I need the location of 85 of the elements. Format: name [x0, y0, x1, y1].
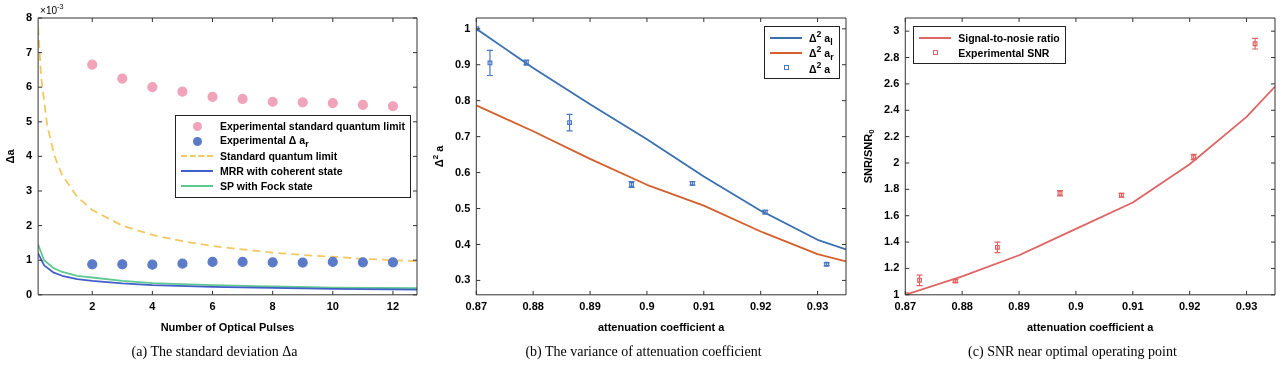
point	[207, 91, 218, 102]
legend-label: Δ$^{2}$ a	[809, 60, 831, 75]
y-tick-label: 0.3	[454, 273, 471, 286]
x-tick-label: 0.93	[806, 300, 829, 313]
y-tick-label: 2	[893, 156, 900, 169]
x-tick-label: 2	[89, 300, 96, 313]
legend-label: Experimental standard quantum limit	[220, 120, 405, 133]
x-tick-label: 0.9	[639, 300, 655, 313]
y-axis-title: Δa	[4, 148, 17, 164]
point	[87, 59, 98, 70]
legend-label: MRR with coherent state	[220, 165, 343, 178]
y-tick-label: 0	[25, 287, 33, 300]
y-tick-label: 0.5	[454, 201, 471, 214]
x-axis-title: Number of Optical Pulses	[160, 321, 295, 334]
y-tick-label: 2	[25, 218, 33, 231]
point	[237, 256, 248, 268]
text: (b) The variance of attenuation coefficient	[524, 344, 763, 360]
point	[177, 258, 188, 269]
x-tick-label: 0.89	[1008, 300, 1030, 313]
point	[177, 86, 188, 97]
point	[87, 259, 98, 270]
text: (a) The standard deviation Δa	[130, 344, 299, 360]
x-tick-label: 0.91	[693, 300, 715, 313]
y-tick-label: 3	[25, 184, 33, 197]
point	[117, 73, 128, 84]
y-tick-label: 6	[25, 80, 33, 93]
y-tick-label: 1	[464, 21, 471, 34]
x-tick-label: 0.88	[951, 300, 973, 313]
point	[117, 259, 128, 270]
point	[297, 257, 308, 268]
y-tick-label: 4	[25, 149, 33, 162]
x-tick-label: 0.87	[894, 300, 916, 313]
point	[297, 97, 308, 108]
x-tick-label: 10	[326, 300, 339, 313]
point	[357, 257, 368, 268]
y-tick-label: 2.8	[883, 50, 900, 63]
legend-label: Standard quantum limit	[220, 150, 338, 163]
x-tick-label: 6	[209, 300, 216, 313]
point	[327, 98, 338, 109]
y-tick-label: 0.4	[454, 237, 472, 250]
legend-label: Experimental SNR	[958, 46, 1050, 59]
x-tick-label: 0.9	[1068, 300, 1084, 313]
legend-label: SP with Fock state	[220, 180, 313, 193]
point	[267, 257, 278, 268]
y-tick-label: 1.4	[883, 235, 901, 248]
point	[147, 82, 158, 93]
point	[207, 256, 218, 268]
y-tick-label: 1.8	[883, 182, 900, 195]
y-tick-label: 7	[25, 45, 33, 58]
point	[327, 256, 338, 268]
x-tick-label: 4	[149, 300, 157, 313]
y-tick-label: 3	[893, 24, 900, 37]
y-tick-label: 1	[893, 287, 900, 300]
x-tick-label: 0.91	[1122, 300, 1144, 313]
x-tick-label: 0.92	[749, 300, 772, 313]
y-tick-label: 8	[25, 11, 33, 24]
text: (c) SNR near optimal operating point	[967, 344, 1178, 360]
point	[267, 96, 278, 107]
x-tick-label: 0.92	[1178, 300, 1201, 313]
x-tick-label: 0.93	[1235, 300, 1258, 313]
legend-label: Signal-to-nosie ratio	[958, 31, 1060, 44]
y-tick-label: 0.9	[454, 57, 471, 70]
y-tick-label: 1.2	[883, 261, 900, 274]
point	[237, 93, 248, 105]
x-tick-label: 8	[269, 300, 276, 313]
y-tick-label: 1.6	[883, 208, 900, 221]
x-tick-label: 12	[386, 300, 400, 313]
y-tick-label: 2.4	[883, 103, 901, 116]
legend-label: Experimental Δ a$_{r}$	[220, 133, 309, 149]
point	[147, 259, 158, 270]
y-tick-label: 0.8	[454, 93, 471, 106]
y-tick-label: 1	[25, 253, 33, 266]
point	[387, 257, 399, 268]
point	[387, 101, 399, 112]
x-axis-title: attenuation coefficient a	[1026, 321, 1155, 334]
point	[357, 99, 368, 110]
y-tick-label: 2.2	[883, 129, 900, 142]
x-tick-label: 0.88	[522, 300, 544, 313]
x-tick-label: 0.89	[579, 300, 601, 313]
y-tick-label: 5	[25, 114, 33, 127]
y-tick-label: 0.6	[454, 165, 471, 178]
x-tick-label: 0.87	[465, 300, 487, 313]
x-axis-title: attenuation coefficient a	[597, 321, 726, 334]
y-tick-label: 0.7	[454, 129, 471, 142]
y-tick-label: 2.6	[883, 76, 900, 89]
